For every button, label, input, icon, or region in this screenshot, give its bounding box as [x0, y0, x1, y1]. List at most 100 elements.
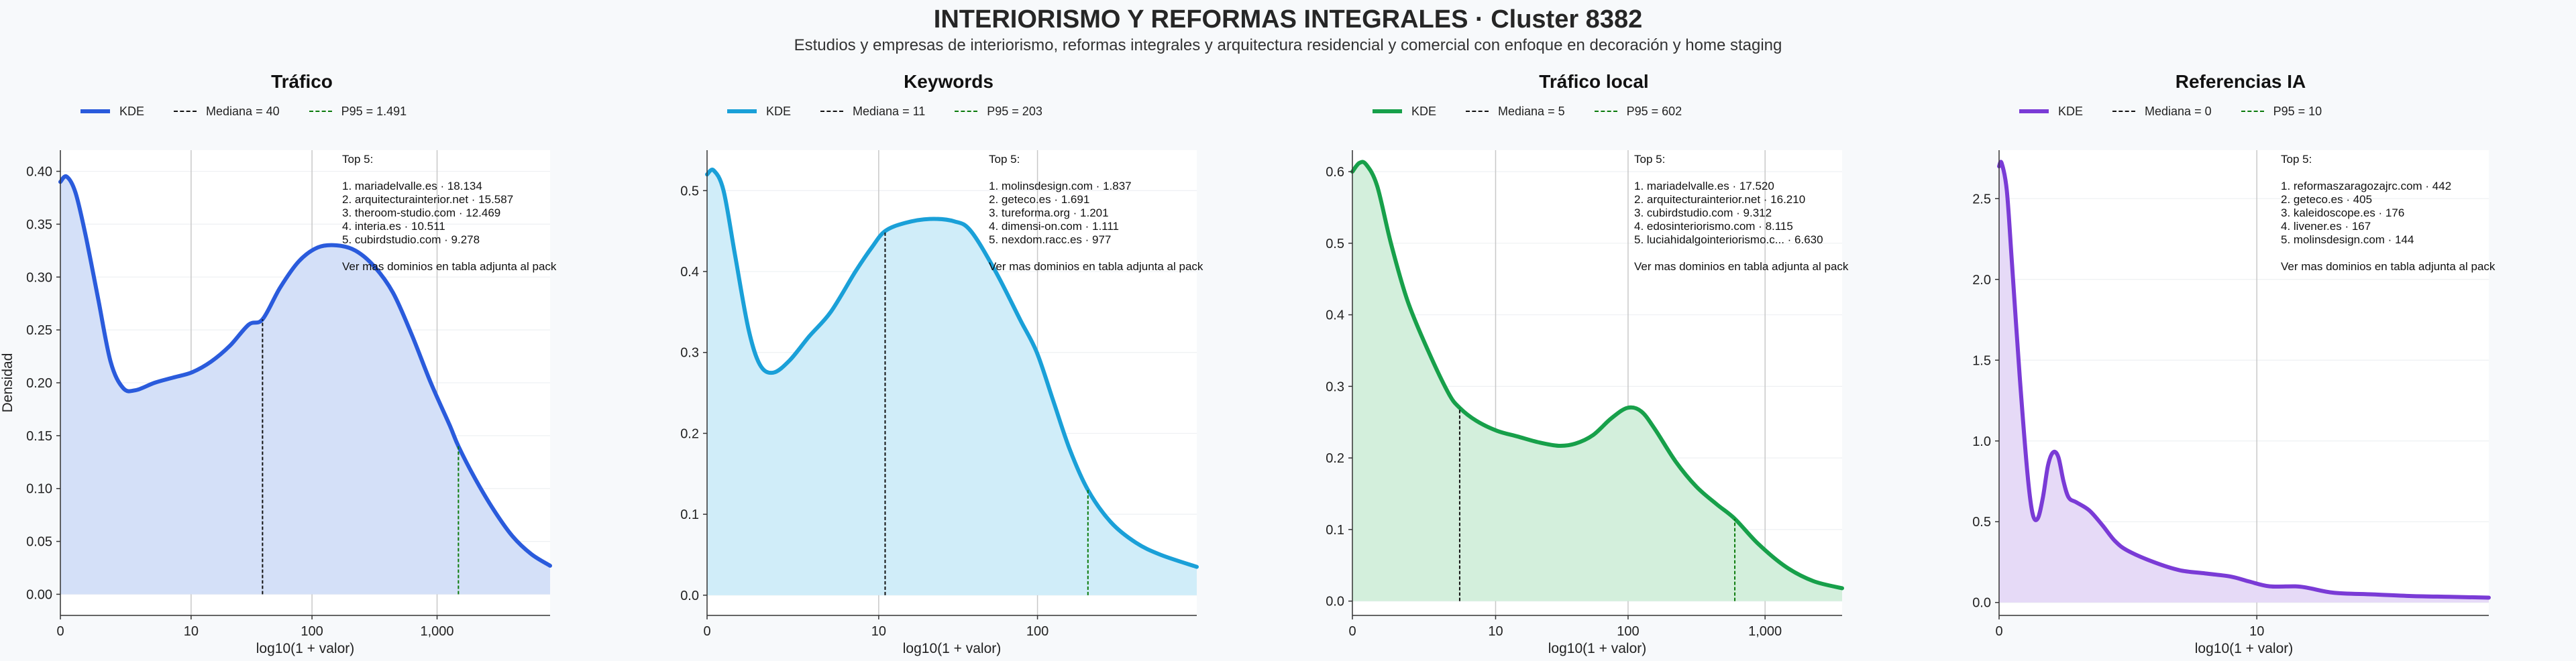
legend-swatch — [2112, 111, 2136, 112]
legend-label: P95 = 1.491 — [341, 104, 407, 118]
spacer — [342, 166, 556, 180]
chart-svg: 0.0 0.5 1.0 1.5 2.0 2.5 0 10 log10(1 + valor) — [1972, 150, 2491, 656]
legend-label: Mediana = 11 — [853, 104, 926, 118]
spacer — [1634, 247, 1848, 260]
x-tick-label: 100 — [1026, 624, 1049, 639]
legend-swatch — [1466, 111, 1489, 112]
top5-item: 2. arquitecturainterior.net · 15.587 — [342, 193, 514, 206]
y-tick-label: 0.5 — [680, 184, 699, 198]
legend: KDE Mediana = 0 P95 = 10 — [2019, 102, 2351, 121]
top5-header: Top 5: — [1634, 153, 1666, 166]
top5-item: 2. arquitecturainterior.net · 16.210 — [1634, 193, 1806, 206]
top5-item: 5. cubirdstudio.com · 9.278 — [342, 233, 480, 246]
y-tick-label: 0.15 — [26, 429, 52, 444]
legend-item-p95: P95 = 10 — [2241, 105, 2322, 119]
figure-subtitle: Estudios y empresas de interiorismo, ref… — [794, 36, 1782, 54]
y-tick-label: 2.5 — [1972, 192, 1991, 206]
top5-annotation: Top 5: 1. mariadelvalle.es · 17.520 2. arq… — [1634, 153, 1848, 274]
y-tick-label: 0.30 — [26, 270, 52, 285]
x-axis-label: log10(1 + valor) — [1548, 641, 1647, 656]
x-tick-label: 0 — [1348, 624, 1356, 639]
y-tick-label: 0.4 — [680, 265, 699, 280]
top5-item: 3. cubirdstudio.com · 9.312 — [1634, 206, 1772, 219]
y-tick-label: 0.25 — [26, 323, 52, 338]
legend-swatch — [2019, 109, 2049, 113]
kde-area — [707, 170, 1197, 595]
legend-label: Mediana = 0 — [2145, 104, 2212, 118]
panel-title: Keywords — [904, 71, 994, 92]
panel-title: Tráfico — [271, 71, 333, 92]
top5-item: 3. tureforma.org · 1.201 — [989, 206, 1109, 219]
y-tick-label: 0.6 — [1326, 165, 1344, 180]
legend-swatch — [955, 111, 978, 112]
legend-item-p95: P95 = 1.491 — [309, 105, 407, 119]
legend-label: P95 = 203 — [987, 104, 1042, 118]
top5-item: 3. kaleidoscope.es · 176 — [2281, 206, 2405, 219]
top5-item: 1. mariadelvalle.es · 18.134 — [342, 180, 482, 192]
y-tick-label: 0.05 — [26, 535, 52, 550]
y-tick-label: 0.3 — [1326, 379, 1344, 394]
x-axis-label: log10(1 + valor) — [903, 641, 1002, 656]
chart-panel: Tráfico KDE Mediana = 40 P95 = 1.491 0.00 0.0… — [0, 67, 604, 661]
legend-item-p95: P95 = 602 — [1594, 105, 1682, 119]
legend-item-kde: KDE — [727, 105, 791, 119]
y-tick-label: 0.5 — [1972, 515, 1991, 530]
top5-annotation: Top 5: 1. mariadelvalle.es · 18.134 2. arq… — [342, 153, 556, 274]
top5-header: Top 5: — [989, 153, 1020, 166]
y-tick-label: 0.0 — [680, 589, 699, 603]
legend-item-kde: KDE — [1373, 105, 1436, 119]
y-tick-label: 0.1 — [1326, 523, 1344, 538]
legend-label: KDE — [119, 104, 145, 118]
chart-panel: Referencias IA KDE Mediana = 0 P95 = 10 0.0 0… — [1939, 67, 2542, 661]
top5-header: Top 5: — [2281, 153, 2312, 166]
top5-more-note: Ver mas dominios en tabla adjunta al pac… — [1634, 260, 1849, 273]
top5-more-note: Ver mas dominios en tabla adjunta al pac… — [342, 260, 557, 273]
legend-swatch — [1594, 111, 1617, 112]
top5-more-note: Ver mas dominios en tabla adjunta al pac… — [989, 260, 1203, 273]
top5-item: 4. dimensi-on.com · 1.111 — [989, 220, 1120, 233]
legend-label: KDE — [766, 104, 792, 118]
y-tick-label: 1.0 — [1972, 434, 1991, 449]
chart-svg: 0.0 0.1 0.2 0.3 0.4 0.5 0.6 0 10 100 1,000 log10(1 … — [1326, 150, 1844, 656]
chart-panel: Tráfico local KDE Mediana = 5 P95 = 602 0.0 0… — [1292, 67, 1896, 661]
top5-header: Top 5: — [342, 153, 374, 166]
panel-title: Tráfico local — [1539, 71, 1649, 92]
y-tick-label: 0.35 — [26, 217, 52, 232]
y-tick-label: 0.00 — [26, 587, 52, 602]
legend-label: KDE — [2058, 104, 2084, 118]
y-tick-label: 0.5 — [1326, 237, 1344, 251]
panel-title: Referencias IA — [2175, 71, 2306, 92]
y-tick-label: 0.1 — [680, 507, 699, 522]
kde-line — [705, 168, 1199, 569]
y-tick-label: 0.0 — [1326, 595, 1344, 609]
spacer — [342, 247, 556, 260]
figure-title: INTERIORISMO Y REFORMAS INTEGRALES · Clu… — [933, 5, 1643, 34]
x-tick-label: 10 — [184, 624, 199, 639]
legend-label: KDE — [1411, 104, 1437, 118]
top5-more-note: Ver mas dominios en tabla adjunta al pac… — [2281, 260, 2496, 273]
top5-item: 2. geteco.es · 405 — [2281, 193, 2373, 206]
top5-annotation: Top 5: 1. molinsdesign.com · 1.837 2. gete… — [989, 153, 1203, 274]
legend-label: Mediana = 5 — [1498, 104, 1565, 118]
x-tick-label: 10 — [2249, 624, 2264, 639]
x-tick-label: 10 — [1488, 624, 1503, 639]
legend-swatch — [174, 111, 197, 112]
kde-area — [60, 176, 550, 595]
y-tick-label: 0.2 — [1326, 451, 1344, 466]
legend: KDE Mediana = 5 P95 = 602 — [1373, 102, 1711, 121]
top5-item: 2. geteco.es · 1.691 — [989, 193, 1090, 206]
top5-item: 5. nexdom.racc.es · 977 — [989, 233, 1112, 246]
y-tick-label: 1.5 — [1972, 353, 1991, 368]
x-axis-label: log10(1 + valor) — [2195, 641, 2294, 656]
legend: KDE Mediana = 40 P95 = 1.491 — [80, 102, 436, 121]
legend: KDE Mediana = 11 P95 = 203 — [727, 102, 1072, 121]
legend-item-median: Mediana = 11 — [820, 105, 925, 119]
top5-item: 3. theroom-studio.com · 12.469 — [342, 206, 501, 219]
kde-area — [1352, 162, 1842, 601]
x-tick-label: 0 — [703, 624, 710, 639]
legend-item-median: Mediana = 40 — [174, 105, 280, 119]
y-tick-label: 2.0 — [1972, 273, 1991, 288]
legend-label: Mediana = 40 — [206, 104, 280, 118]
top5-item: 4. livener.es · 167 — [2281, 220, 2371, 233]
legend-swatch — [80, 109, 110, 113]
